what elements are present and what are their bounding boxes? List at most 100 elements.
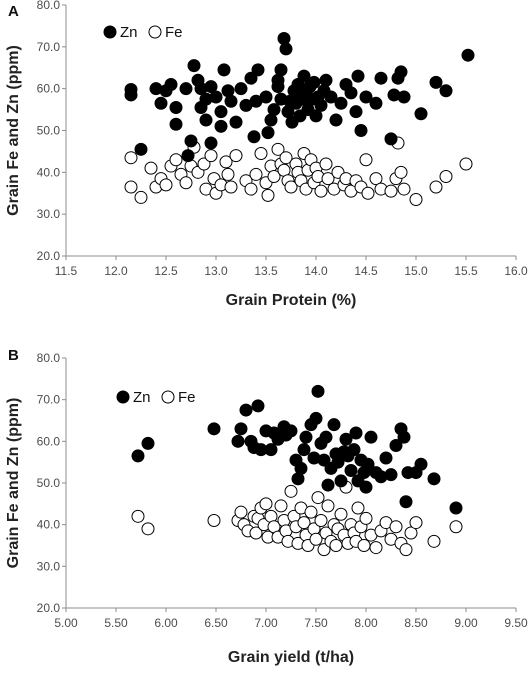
data-point-fe [304, 505, 318, 519]
data-point-zn [251, 63, 265, 77]
data-point-fe [394, 165, 408, 179]
data-point-fe [169, 153, 183, 167]
legend-label-fe: Fe [178, 389, 196, 406]
y-axis-label: Grain Fe and Zn (ppm) [5, 45, 22, 216]
data-point-zn [351, 69, 365, 83]
data-point-fe [267, 170, 281, 184]
y-tick-label: 30.0 [37, 559, 61, 573]
data-point-zn [224, 94, 238, 108]
data-point-fe [274, 499, 288, 513]
data-point-zn [169, 100, 183, 114]
data-point-zn [299, 430, 313, 444]
x-tick-label: 11.5 [55, 264, 78, 278]
data-point-fe [159, 178, 173, 192]
data-point-fe [321, 499, 335, 513]
data-point-fe [229, 149, 243, 163]
data-point-zn [429, 75, 443, 89]
data-point-zn [414, 457, 428, 471]
data-point-zn [247, 130, 261, 144]
data-point-zn [344, 86, 358, 100]
y-tick-label: 60.0 [37, 82, 61, 96]
data-point-fe [124, 180, 138, 194]
data-point-fe [321, 172, 335, 186]
data-point-zn [321, 478, 335, 492]
y-tick-label: 50.0 [37, 476, 61, 490]
data-point-fe [219, 155, 233, 169]
data-point-zn [397, 90, 411, 104]
x-tick-label: 14.0 [304, 264, 328, 278]
legend-marker-fe [148, 25, 162, 39]
legend-label-zn: Zn [133, 389, 151, 406]
data-point-zn [244, 71, 258, 85]
data-point-zn [124, 83, 138, 97]
data-point-zn [209, 90, 223, 104]
data-point-zn [329, 113, 343, 127]
data-point-zn [317, 453, 331, 467]
data-point-fe [429, 180, 443, 194]
legend: Zn Fe [103, 24, 183, 41]
data-point-zn [354, 124, 368, 137]
y-tick-label: 20.0 [37, 249, 61, 263]
chart-panel-b: 20.0 30.0 40.0 50.0 60.0 70.0 80.0 5.00 5.50 6.00… [5, 347, 528, 666]
data-point-fe [389, 520, 403, 534]
data-point-zn [327, 418, 341, 432]
x-axis-label: Grain yield (t/ha) [228, 649, 354, 666]
data-point-fe [204, 149, 218, 163]
data-point-zn [217, 63, 231, 77]
legend-label-zn: Zn [120, 24, 138, 41]
data-point-fe [244, 182, 258, 196]
data-point-zn [184, 134, 198, 148]
x-tick-label: 8.00 [354, 616, 378, 630]
data-point-zn [181, 149, 195, 163]
data-point-fe [314, 514, 328, 527]
data-point-fe [309, 532, 323, 546]
data-point-fe [319, 157, 333, 171]
data-point-fe [351, 501, 365, 515]
data-point-fe [384, 184, 398, 198]
data-point-zn [339, 432, 353, 446]
x-tick-label: 14.5 [354, 264, 378, 278]
data-point-zn [379, 451, 393, 465]
data-point-zn [427, 472, 441, 486]
data-point-fe [311, 491, 325, 505]
data-point-zn [284, 424, 298, 438]
data-point-zn [369, 96, 383, 110]
data-point-zn [297, 443, 311, 457]
data-point-fe [249, 526, 263, 540]
data-point-fe [261, 188, 275, 202]
data-point-zn [397, 430, 411, 444]
data-point-zn [164, 77, 178, 91]
data-point-zn [449, 501, 463, 515]
data-point-zn [399, 495, 413, 509]
data-point-zn [359, 90, 373, 104]
data-point-zn [384, 132, 398, 146]
y-tick-label: 40.0 [37, 165, 61, 179]
x-tick-label: 9.50 [504, 616, 528, 630]
y-tick-label: 80.0 [37, 0, 61, 12]
data-point-zn [414, 107, 428, 121]
data-point-zn [294, 461, 308, 475]
data-point-zn [234, 82, 248, 96]
data-point-zn [204, 136, 218, 150]
data-point-fe [397, 182, 411, 196]
x-tick-label: 5.00 [54, 616, 78, 630]
x-tick-label: 13.5 [254, 264, 278, 278]
data-point-zn [349, 105, 363, 119]
data-point-zn [361, 457, 375, 471]
panel-label: A [8, 3, 19, 20]
data-point-fe [439, 170, 453, 184]
data-point-zn [324, 90, 338, 104]
data-point-zn [344, 464, 358, 477]
data-point-zn [309, 411, 323, 425]
data-point-zn [187, 59, 201, 73]
data-point-fe [404, 526, 418, 540]
data-point-fe [409, 516, 423, 530]
data-point-fe [234, 505, 248, 519]
data-point-zn [311, 384, 325, 398]
data-point-fe [179, 176, 193, 190]
x-tick-label: 16.0 [504, 264, 528, 278]
data-point-zn [141, 436, 155, 450]
y-tick-label: 80.0 [37, 351, 61, 365]
data-point-fe [329, 539, 343, 552]
